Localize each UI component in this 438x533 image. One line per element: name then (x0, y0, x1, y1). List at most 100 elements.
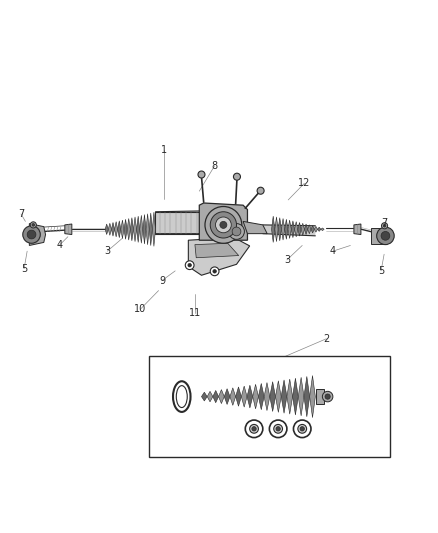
Polygon shape (65, 224, 72, 235)
Circle shape (257, 187, 264, 194)
Circle shape (325, 394, 330, 399)
Polygon shape (149, 213, 152, 246)
Circle shape (383, 224, 386, 227)
Circle shape (232, 227, 241, 236)
Circle shape (188, 263, 191, 267)
Text: 10: 10 (134, 304, 146, 314)
Polygon shape (270, 382, 276, 411)
Text: 7: 7 (18, 209, 24, 219)
Polygon shape (304, 224, 307, 235)
Polygon shape (137, 216, 140, 243)
Polygon shape (121, 220, 124, 238)
Polygon shape (371, 228, 385, 244)
Polygon shape (278, 217, 281, 241)
Circle shape (381, 231, 390, 240)
Circle shape (300, 426, 304, 431)
Circle shape (32, 223, 35, 226)
Circle shape (185, 261, 194, 270)
Polygon shape (243, 221, 267, 233)
Circle shape (274, 424, 283, 433)
Polygon shape (307, 225, 311, 234)
Polygon shape (272, 216, 275, 243)
Polygon shape (281, 219, 285, 240)
Polygon shape (115, 222, 118, 237)
Text: 11: 11 (189, 309, 201, 318)
Polygon shape (108, 223, 111, 235)
Circle shape (377, 227, 394, 245)
Text: 3: 3 (284, 255, 290, 265)
Polygon shape (354, 224, 361, 235)
Polygon shape (146, 214, 149, 245)
Polygon shape (291, 221, 294, 238)
Polygon shape (236, 387, 241, 406)
Polygon shape (219, 390, 224, 403)
Circle shape (233, 173, 240, 180)
Polygon shape (124, 219, 127, 239)
Circle shape (23, 226, 40, 243)
Polygon shape (127, 219, 131, 240)
Circle shape (252, 426, 256, 431)
Polygon shape (298, 377, 304, 416)
Polygon shape (321, 228, 324, 231)
Polygon shape (152, 212, 155, 246)
Polygon shape (140, 215, 143, 243)
Text: 5: 5 (378, 266, 384, 276)
Polygon shape (275, 217, 278, 241)
Circle shape (215, 217, 231, 233)
Circle shape (198, 171, 205, 178)
Polygon shape (294, 222, 298, 237)
Polygon shape (241, 386, 247, 407)
Text: 5: 5 (21, 264, 27, 273)
Circle shape (220, 221, 227, 229)
Polygon shape (287, 379, 293, 414)
Text: 12: 12 (298, 178, 311, 188)
Circle shape (210, 267, 219, 276)
Polygon shape (318, 227, 321, 231)
Polygon shape (143, 215, 146, 244)
Polygon shape (298, 222, 301, 236)
Text: 4: 4 (56, 240, 62, 251)
Polygon shape (258, 383, 264, 410)
Polygon shape (131, 217, 134, 241)
Polygon shape (155, 211, 204, 233)
Circle shape (30, 222, 36, 228)
Polygon shape (118, 221, 121, 238)
Polygon shape (134, 217, 137, 241)
Bar (316, 389, 324, 405)
Polygon shape (213, 391, 219, 403)
Polygon shape (263, 225, 315, 236)
Text: 4: 4 (330, 246, 336, 256)
Text: 8: 8 (212, 161, 218, 171)
Polygon shape (276, 381, 281, 413)
Polygon shape (230, 388, 236, 405)
Circle shape (213, 270, 216, 273)
Polygon shape (29, 223, 46, 246)
Polygon shape (188, 239, 250, 275)
Circle shape (250, 424, 258, 433)
Polygon shape (314, 227, 318, 232)
Polygon shape (224, 389, 230, 405)
Polygon shape (288, 220, 291, 238)
Circle shape (381, 223, 388, 229)
Polygon shape (304, 376, 310, 417)
Circle shape (322, 391, 333, 402)
Polygon shape (311, 225, 314, 233)
Text: 7: 7 (381, 217, 388, 228)
Polygon shape (201, 392, 207, 401)
Polygon shape (105, 224, 108, 235)
Circle shape (210, 212, 237, 238)
Polygon shape (195, 243, 239, 258)
Circle shape (27, 230, 36, 239)
Bar (149, 356, 390, 457)
Polygon shape (111, 222, 115, 236)
Polygon shape (301, 223, 304, 235)
Polygon shape (247, 385, 253, 408)
Circle shape (276, 426, 280, 431)
Circle shape (298, 424, 307, 433)
Circle shape (205, 206, 242, 243)
Polygon shape (264, 383, 270, 410)
Text: 2: 2 (323, 334, 329, 344)
Polygon shape (281, 380, 287, 413)
Polygon shape (207, 391, 213, 402)
Text: 1: 1 (161, 146, 167, 156)
